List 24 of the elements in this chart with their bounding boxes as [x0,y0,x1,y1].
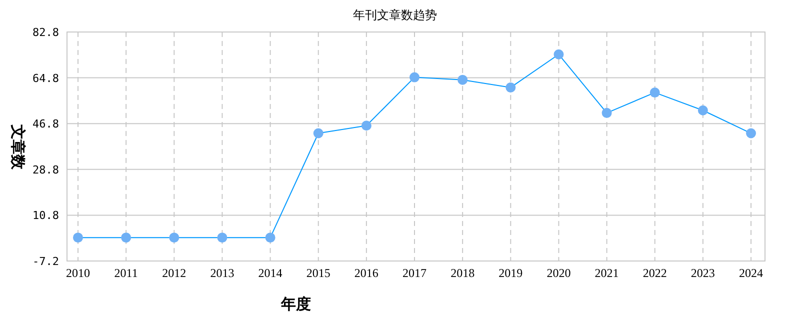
x-tick-label: 2018 [450,266,475,280]
x-tick-label: 2016 [354,266,378,280]
x-tick-label: 2010 [66,266,90,280]
x-tick-label: 2013 [210,266,234,280]
y-tick-label: 28.8 [32,163,59,176]
x-tick-label: 2020 [546,266,571,280]
y-tick-label: -7.2 [32,255,59,268]
x-tick-label: 2023 [690,266,715,280]
x-tick-label: 2019 [498,266,523,280]
x-tick-label: 2021 [594,266,619,280]
x-tick-label: 2024 [739,266,763,280]
x-tick-label: 2012 [162,266,186,280]
x-tick-label: 2014 [258,266,282,280]
x-tick-label: 2011 [114,266,138,280]
y-tick-label: 82.8 [32,26,59,39]
x-tick-label: 2022 [642,266,667,280]
x-tick-label: 2015 [306,266,330,280]
x-tick-label: 2017 [402,266,426,280]
y-tick-label: 64.8 [32,72,59,85]
x-axis-title: 年度 [280,295,311,313]
y-axis-title: 文章数 [9,124,27,170]
chart-title: 年刊文章数趋势 [353,8,437,22]
y-tick-label: 10.8 [32,209,59,222]
y-tick-label: 46.8 [32,118,59,131]
